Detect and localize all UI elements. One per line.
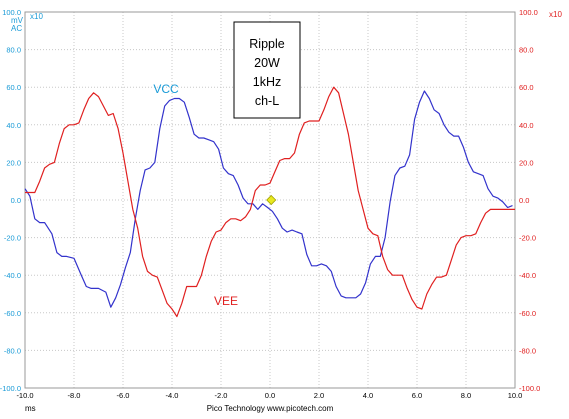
left-axis-ticks: 100.0 80.0 60.0 40.0 20.0 0.0 -20.0 -40.0 -60.0 -… (0, 8, 21, 393)
annotation-frame (233, 21, 301, 119)
annotation-line-frequency: 1kHz (253, 75, 281, 89)
x-tick-label: 10.0 (508, 391, 523, 400)
right-axis-ticks: 100.0 80.0 60.0 40.0 20.0 0.0 -20.0 -40.0 -60.0 -… (519, 8, 540, 393)
left-tick-label: 80.0 (6, 46, 21, 55)
annotation-box: Ripple 20W 1kHz ch-L (233, 21, 301, 119)
vee-series-label: VEE (214, 294, 238, 308)
vcc-series-label: VCC (153, 82, 179, 96)
x-tick-label: 0.0 (265, 391, 275, 400)
vee-series-line (25, 86, 515, 318)
left-tick-label: -60.0 (4, 309, 21, 318)
annotation-line-ripple: Ripple (249, 37, 284, 51)
right-tick-label: -100.0 (519, 384, 540, 393)
left-tick-label: -100.0 (0, 384, 21, 393)
left-tick-label: 0.0 (11, 196, 21, 205)
right-tick-label: 80.0 (519, 46, 534, 55)
left-tick-label: -40.0 (4, 271, 21, 280)
marker-layer (266, 194, 277, 206)
right-tick-label: -80.0 (519, 346, 536, 355)
right-tick-label: 20.0 (519, 158, 534, 167)
x-axis-ticks: -10.0 -8.0 -6.0 -4.0 -2.0 0.0 2.0 4.0 6.0 8.0 10.0 (16, 391, 522, 400)
left-tick-label: 20.0 (6, 158, 21, 167)
x-tick-label: -8.0 (68, 391, 81, 400)
left-tick-label: 40.0 (6, 121, 21, 130)
x-tick-label: 8.0 (461, 391, 471, 400)
right-tick-label: -60.0 (519, 309, 536, 318)
x-tick-label: -6.0 (117, 391, 130, 400)
x-tick-label: 6.0 (412, 391, 422, 400)
x-axis-unit: ms (25, 404, 36, 413)
plot-frame (24, 11, 516, 389)
left-tick-label: 60.0 (6, 83, 21, 92)
x-tick-label: -10.0 (16, 391, 33, 400)
series-layer (24, 86, 515, 318)
left-tick-label: -20.0 (4, 234, 21, 243)
right-tick-label: 60.0 (519, 83, 534, 92)
right-axis-multiplier: x10 (549, 10, 562, 19)
footer-credit: Pico Technology www.picotech.com (207, 404, 334, 413)
right-tick-label: -20.0 (519, 234, 536, 243)
annotation-line-channel: ch-L (255, 94, 279, 108)
x-tick-label: -2.0 (215, 391, 228, 400)
left-tick-label: 100.0 (2, 8, 21, 17)
right-tick-label: -40.0 (519, 271, 536, 280)
x-tick-label: 2.0 (314, 391, 324, 400)
left-axis-multiplier: x10 (30, 12, 43, 21)
grid (24, 11, 516, 389)
right-tick-label: 100.0 (519, 8, 538, 17)
right-tick-label: 40.0 (519, 121, 534, 130)
annotation-line-power: 20W (254, 56, 280, 70)
x-tick-label: 4.0 (363, 391, 373, 400)
left-tick-label: -80.0 (4, 346, 21, 355)
left-axis-unit-ac: AC (11, 24, 22, 33)
left-axis-unit-mv: mV (11, 16, 24, 25)
vcc-series-line (24, 90, 513, 308)
trigger-marker (266, 194, 277, 206)
right-tick-label: 0.0 (519, 196, 529, 205)
x-tick-label: -4.0 (166, 391, 179, 400)
